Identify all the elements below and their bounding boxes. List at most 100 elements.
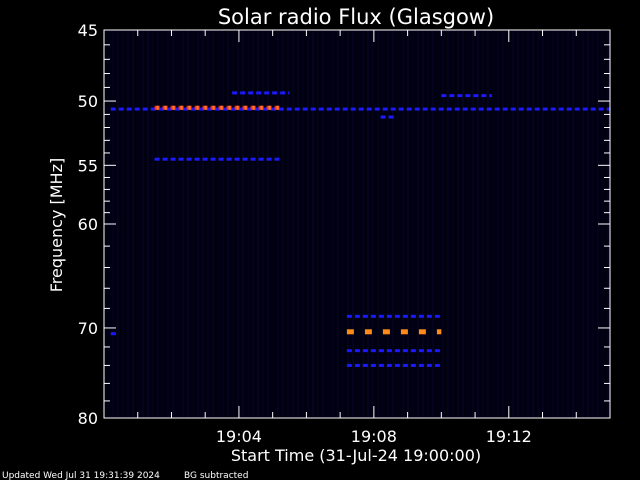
texture-stripe	[492, 30, 494, 418]
band-mark	[418, 349, 424, 353]
texture-stripe	[392, 30, 394, 418]
texture-stripe	[592, 30, 594, 418]
band-hotspot	[260, 105, 263, 110]
texture-stripe	[307, 30, 309, 418]
texture-stripe	[142, 30, 144, 418]
texture-stripe	[122, 30, 124, 418]
emission-bands	[110, 91, 610, 367]
band-hotspot	[228, 105, 231, 110]
band-mark	[574, 107, 580, 111]
band-mark	[370, 363, 376, 367]
band-mark	[364, 329, 372, 335]
band-mark	[294, 107, 300, 111]
band-mark	[346, 363, 352, 367]
texture-stripe	[137, 30, 139, 418]
texture-stripe	[362, 30, 364, 418]
band-mark	[402, 349, 408, 353]
band-mark	[264, 91, 270, 95]
band-mark	[418, 314, 424, 318]
x-tick-label: 19:08	[351, 427, 397, 446]
y-axis-label: Frequency [MHz]	[47, 158, 66, 292]
x-tick-label: 19:12	[486, 427, 532, 446]
texture-stripe	[202, 30, 204, 418]
texture-stripe	[237, 30, 239, 418]
band-mark	[502, 107, 508, 111]
texture-stripe	[422, 30, 424, 418]
band-mark	[346, 314, 352, 318]
band-mark	[382, 329, 390, 335]
band-hotspot	[220, 105, 223, 110]
texture-stripe	[317, 30, 319, 418]
band-mark	[206, 107, 212, 111]
band-mark	[170, 157, 176, 161]
chart-title: Solar radio Flux (Glasgow)	[218, 5, 494, 29]
band-mark	[426, 314, 432, 318]
band-hotspot	[196, 105, 199, 110]
band-mark	[410, 349, 416, 353]
band-mark	[457, 94, 463, 98]
band-mark	[362, 314, 368, 318]
texture-stripe	[262, 30, 264, 418]
texture-stripe	[557, 30, 559, 418]
texture-stripe	[167, 30, 169, 418]
band-mark	[334, 107, 340, 111]
band-hotspot	[276, 105, 279, 110]
y-tick-label: 50	[78, 92, 98, 111]
band-mark	[232, 91, 238, 95]
band-mark	[449, 94, 455, 98]
band-mark	[598, 107, 604, 111]
band-mark	[402, 314, 408, 318]
band-mark	[274, 157, 280, 161]
texture-stripe	[252, 30, 254, 418]
band-hotspot	[164, 105, 167, 110]
texture-stripe	[222, 30, 224, 418]
band-mark	[481, 94, 487, 98]
band-mark	[606, 107, 610, 111]
band-mark	[418, 363, 424, 367]
band-mark	[318, 107, 324, 111]
band-mark	[380, 115, 386, 119]
band-mark	[378, 349, 384, 353]
band-mark	[590, 107, 596, 111]
texture-stripe	[452, 30, 454, 418]
x-axis: 19:04 19:08 19:12	[137, 30, 577, 446]
band-mark	[394, 349, 400, 353]
band-mark	[374, 107, 380, 111]
texture-stripe	[502, 30, 504, 418]
plot-area	[104, 30, 610, 418]
band-mark	[354, 363, 360, 367]
texture-stripe	[282, 30, 284, 418]
band-mark	[158, 107, 164, 111]
texture-stripe	[397, 30, 399, 418]
band-mark	[394, 363, 400, 367]
band-mark	[410, 363, 416, 367]
texture-stripe	[432, 30, 434, 418]
texture-stripe	[587, 30, 589, 418]
band-mark	[454, 107, 460, 111]
texture-stripe	[412, 30, 414, 418]
band-mark	[240, 91, 246, 95]
band-mark	[162, 157, 168, 161]
band-mark	[406, 107, 412, 111]
texture-stripe	[527, 30, 529, 418]
band-mark	[186, 157, 192, 161]
band-mark	[550, 107, 556, 111]
texture-stripe	[242, 30, 244, 418]
texture-stripe	[367, 30, 369, 418]
band-mark	[198, 107, 204, 111]
band-mark	[350, 107, 356, 111]
band-hotspot	[180, 105, 183, 110]
band-mark	[326, 107, 332, 111]
texture-stripe	[467, 30, 469, 418]
y-tick-label: 45	[78, 21, 98, 40]
band-mark	[566, 107, 572, 111]
texture-stripe	[322, 30, 324, 418]
texture-stripe	[407, 30, 409, 418]
texture-stripe	[522, 30, 524, 418]
band-mark	[362, 363, 368, 367]
band-mark	[398, 107, 404, 111]
band-mark	[358, 107, 364, 111]
band-hotspot	[156, 105, 159, 110]
texture-stripe	[157, 30, 159, 418]
